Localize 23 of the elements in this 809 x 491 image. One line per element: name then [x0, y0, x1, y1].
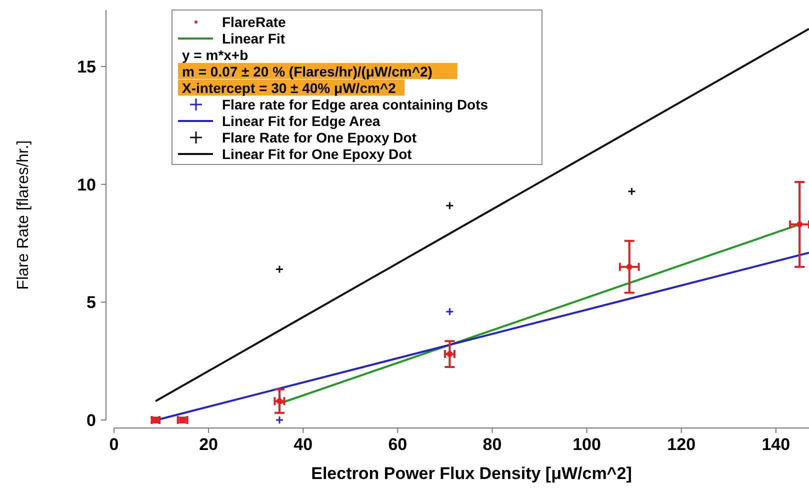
- x-tick-label: 120: [667, 435, 696, 454]
- legend-label: Linear Fit: [222, 30, 286, 46]
- y-axis-title: Flare Rate [flares/hr.]: [15, 140, 32, 290]
- annotation: y = m*x+b: [182, 47, 248, 63]
- annotation: m = 0.07 ± 20 % (Flares/hr)/(μW/cm^2): [182, 64, 432, 80]
- legend-label: Linear Fit for Edge Area: [222, 113, 380, 129]
- x-tick-label: 140: [762, 435, 790, 454]
- legend-label: Flare Rate for One Epoxy Dot: [222, 130, 417, 146]
- y-tick-label: 0: [86, 411, 96, 430]
- annotation: X-intercept = 30 ± 40% μW/cm^2: [182, 80, 396, 96]
- y-tick-label: 10: [77, 175, 96, 194]
- x-tick-label: 0: [109, 435, 119, 454]
- x-tick-label: 60: [388, 435, 408, 454]
- x-tick-label: 100: [572, 435, 601, 454]
- y-tick-label: 15: [77, 58, 96, 77]
- legend-label: Flare rate for Edge area containing Dots: [222, 96, 488, 112]
- y-tick-label: 5: [86, 293, 96, 312]
- legend-label: Linear Fit for One Epoxy Dot: [222, 146, 412, 162]
- x-axis-title: Electron Power Flux Density [μW/cm^2]: [311, 464, 632, 483]
- x-tick-label: 80: [482, 435, 502, 454]
- x-tick-label: 20: [199, 435, 218, 454]
- x-tick-label: 40: [294, 435, 313, 454]
- legend-label: FlareRate: [222, 14, 286, 30]
